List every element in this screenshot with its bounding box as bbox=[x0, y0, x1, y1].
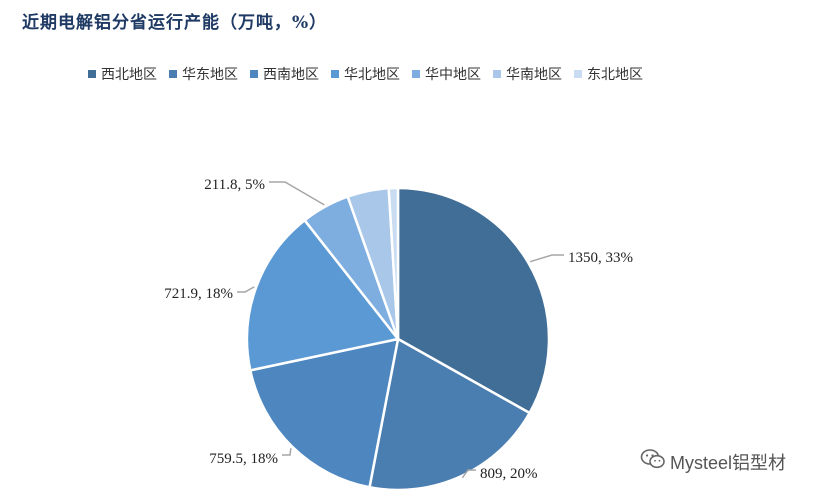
leader-line bbox=[269, 181, 325, 206]
legend-label: 华南地区 bbox=[506, 67, 562, 83]
legend-label: 华北地区 bbox=[344, 67, 400, 83]
data-label: 211.8, 5% bbox=[204, 177, 265, 193]
legend-label: 西北地区 bbox=[101, 67, 157, 83]
chart-title: 近期电解铝分省运行产能（万吨，%） bbox=[22, 13, 328, 33]
data-label: 759.5, 18% bbox=[209, 451, 278, 467]
legend-swatch bbox=[169, 70, 177, 78]
legend-label: 华中地区 bbox=[425, 67, 481, 83]
chart-legend: 西北地区 华东地区 西南地区 华北地区 华中地区 华南地区 东北地区 bbox=[88, 64, 655, 84]
leader-line bbox=[529, 254, 564, 263]
legend-swatch bbox=[331, 70, 339, 78]
legend-swatch bbox=[88, 70, 96, 78]
legend-label: 东北地区 bbox=[587, 67, 643, 83]
leader-line bbox=[237, 286, 255, 293]
legend-item: 华东地区 bbox=[169, 64, 238, 84]
data-label: 721.9, 18% bbox=[164, 286, 233, 302]
watermark-text: Mysteel铝型材 bbox=[670, 452, 787, 473]
legend-label: 华东地区 bbox=[182, 67, 238, 83]
pie-slice bbox=[387, 186, 400, 340]
legend-item: 华中地区 bbox=[412, 64, 481, 84]
pie-slice bbox=[248, 337, 400, 489]
wechat-icon bbox=[640, 448, 666, 475]
legend-item: 西南地区 bbox=[250, 64, 319, 84]
legend-swatch bbox=[412, 70, 420, 78]
pie-slice bbox=[368, 337, 532, 492]
legend-item: 东北地区 bbox=[574, 64, 643, 84]
data-label: 809, 20% bbox=[480, 466, 538, 482]
leader-line bbox=[461, 469, 476, 479]
legend-swatch bbox=[250, 70, 258, 78]
legend-label: 西南地区 bbox=[263, 67, 319, 83]
legend-item: 西北地区 bbox=[88, 64, 157, 84]
leader-line bbox=[282, 448, 292, 456]
pie-slice bbox=[396, 186, 551, 415]
legend-swatch bbox=[493, 70, 501, 78]
watermark: Mysteel铝型材 bbox=[640, 448, 786, 475]
legend-item: 华南地区 bbox=[493, 64, 562, 84]
pie-slice bbox=[245, 218, 401, 372]
legend-item: 华北地区 bbox=[331, 64, 400, 84]
data-label: 1350, 33% bbox=[568, 250, 633, 266]
legend-swatch bbox=[574, 70, 582, 78]
